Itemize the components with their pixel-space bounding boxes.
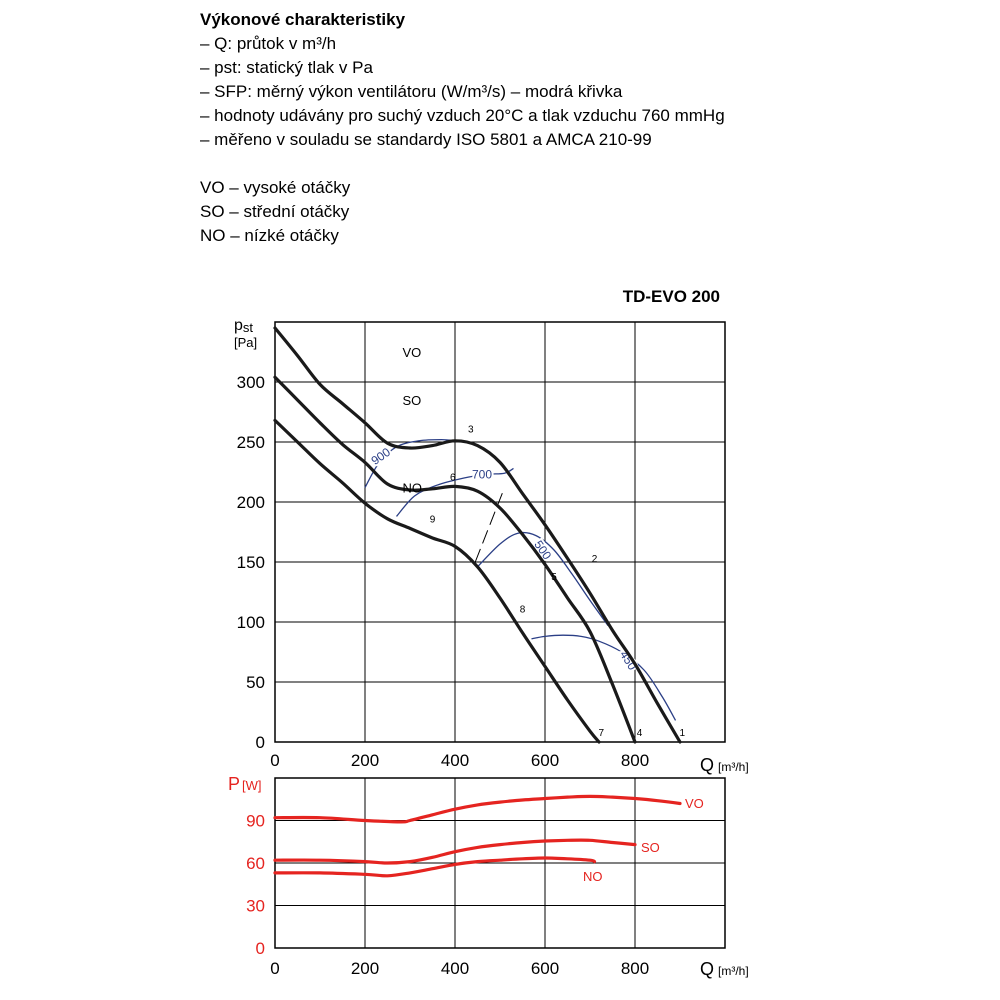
description-block: Výkonové charakteristiky – Q: průtok v m… — [200, 8, 960, 248]
pressure-curve-no — [273, 418, 601, 744]
power-curve-vo — [273, 794, 682, 824]
y-tick-label: 250 — [237, 433, 265, 452]
point-label: 7 — [598, 728, 604, 739]
speed-legend-line: VO – vysoké otáčky — [200, 178, 351, 197]
sfp-curve — [364, 438, 456, 488]
x-tick-label: 600 — [531, 959, 559, 978]
x-tick-label: 800 — [621, 959, 649, 978]
point-label: 4 — [637, 728, 643, 739]
sfp-curve — [531, 634, 677, 721]
y-tick-label: 300 — [237, 373, 265, 392]
x-axis-unit: [m³/h] — [718, 760, 749, 774]
sfp-label: 900 — [369, 445, 394, 468]
point-label: 3 — [468, 424, 474, 435]
point-label: 6 — [450, 472, 456, 483]
y-axis-unit: [W] — [242, 778, 262, 793]
description-line: – Q: průtok v m³/h — [200, 34, 337, 53]
x-tick-label: 600 — [531, 751, 559, 770]
point-label: 2 — [592, 554, 598, 565]
series-label: NO — [403, 481, 423, 496]
y-axis-label: pst — [234, 317, 253, 335]
y-tick-label: 30 — [246, 897, 265, 916]
sfp-label: 700 — [472, 467, 492, 481]
pressure-chart: 0 50 100 150 200 250 300 0 200 400 600 800 pst[Pa] Q [… — [234, 287, 749, 775]
x-tick-label: 400 — [441, 959, 469, 978]
series-label: NO — [583, 869, 603, 884]
point-label: 9 — [430, 514, 436, 525]
description-line: – měřeno v souladu se standardy ISO 5801… — [200, 130, 652, 149]
y-tick-label: 0 — [256, 733, 265, 752]
y-axis-label: P — [228, 774, 240, 794]
description-line: – hodnoty udávány pro suchý vzduch 20°C … — [200, 106, 725, 125]
x-axis-label: Q — [700, 959, 714, 979]
x-tick-label: 800 — [621, 751, 649, 770]
y-tick-label: 200 — [237, 493, 265, 512]
speed-legend-line: NO – nízké otáčky — [200, 226, 339, 245]
point-label: 5 — [551, 572, 557, 583]
x-tick-label: 400 — [441, 751, 469, 770]
y-tick-label: 150 — [237, 553, 265, 572]
x-tick-label: 200 — [351, 959, 379, 978]
y-axis-unit: [Pa] — [234, 335, 257, 350]
point-label: 1 — [679, 728, 685, 739]
series-label: VO — [403, 345, 422, 360]
series-label: VO — [685, 796, 704, 811]
chart-title: TD-EVO 200 — [623, 287, 720, 306]
x-tick-label: 0 — [270, 959, 279, 978]
sfp-curve — [477, 531, 609, 626]
y-tick-label: 60 — [246, 854, 265, 873]
power-curve-so — [273, 838, 637, 865]
series-label: SO — [403, 393, 422, 408]
pressure-curve-vo — [273, 326, 682, 744]
power-curve-no — [273, 856, 597, 878]
x-axis-unit: [m³/h] — [718, 964, 749, 978]
power-chart: 0 30 60 90 0 200 400 600 800 P [W] Q [m³/h] VO SO NO — [228, 774, 749, 979]
point-label: 8 — [520, 604, 526, 615]
y-tick-label: 50 — [246, 673, 265, 692]
series-label: SO — [641, 840, 660, 855]
operating-guide-line — [474, 487, 505, 563]
plot-frame — [274, 321, 726, 743]
x-tick-label: 0 — [270, 751, 279, 770]
y-tick-label: 0 — [256, 939, 265, 958]
pressure-curve-so — [273, 375, 637, 744]
y-tick-label: 90 — [246, 812, 265, 831]
description-line: – pst: statický tlak v Pa — [200, 58, 373, 77]
sfp-curve — [396, 467, 514, 517]
description-title: Výkonové charakteristiky — [200, 10, 406, 29]
plot-frame — [274, 777, 726, 949]
y-tick-label: 100 — [237, 613, 265, 632]
speed-legend-line: SO – střední otáčky — [200, 202, 350, 221]
description-line: – SFP: měrný výkon ventilátoru (W/m³/s) … — [200, 82, 623, 101]
x-tick-label: 200 — [351, 751, 379, 770]
x-axis-label: Q — [700, 755, 714, 775]
